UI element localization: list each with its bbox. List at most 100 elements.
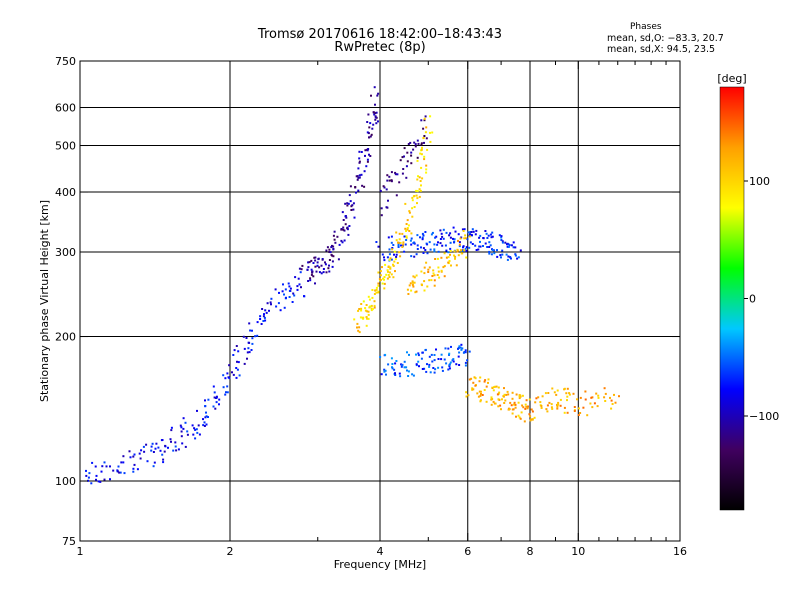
data-point xyxy=(422,137,425,139)
data-point xyxy=(453,254,455,257)
data-point xyxy=(423,289,426,292)
data-point xyxy=(405,236,408,239)
data-point xyxy=(277,302,280,305)
data-point xyxy=(463,249,466,252)
data-point xyxy=(389,267,392,270)
data-point xyxy=(412,148,415,151)
data-point xyxy=(433,279,436,282)
data-point xyxy=(489,244,492,247)
data-point xyxy=(274,288,277,291)
data-point xyxy=(460,348,463,351)
data-point xyxy=(426,243,429,246)
data-point xyxy=(243,362,246,365)
data-point xyxy=(557,403,560,406)
data-point xyxy=(361,184,364,187)
data-point xyxy=(307,280,310,282)
data-point xyxy=(366,160,369,163)
data-point xyxy=(457,233,460,236)
data-point xyxy=(398,238,401,241)
data-point xyxy=(346,202,349,205)
data-point xyxy=(539,401,542,404)
data-point xyxy=(343,239,346,242)
data-point xyxy=(366,121,369,123)
data-point xyxy=(348,225,351,227)
data-point xyxy=(226,391,229,394)
data-point xyxy=(245,337,248,339)
data-point xyxy=(388,248,391,251)
data-point xyxy=(613,393,615,396)
data-point xyxy=(463,237,466,240)
data-point xyxy=(478,380,481,383)
data-point xyxy=(294,276,297,279)
data-point xyxy=(398,181,401,184)
data-point xyxy=(358,160,361,163)
data-point xyxy=(152,451,155,453)
data-point xyxy=(391,366,393,369)
data-point xyxy=(449,232,452,235)
data-point xyxy=(517,256,520,259)
data-point xyxy=(488,250,491,253)
x-tick-label: 10 xyxy=(571,545,585,558)
data-point xyxy=(422,234,425,237)
data-point xyxy=(447,368,450,371)
data-point xyxy=(410,243,413,246)
data-point xyxy=(465,391,468,394)
data-point xyxy=(528,398,531,401)
data-point xyxy=(366,310,369,313)
data-point xyxy=(434,368,437,371)
data-point xyxy=(404,243,407,246)
data-point xyxy=(369,155,372,157)
data-point xyxy=(175,449,178,452)
data-point xyxy=(391,248,394,251)
data-point xyxy=(161,453,164,456)
data-point xyxy=(537,396,540,399)
data-point xyxy=(353,216,356,219)
data-point xyxy=(408,284,411,287)
data-point xyxy=(501,241,504,244)
y-tick-label: 750 xyxy=(55,55,76,68)
data-point xyxy=(184,421,187,424)
data-point xyxy=(412,242,415,244)
data-point xyxy=(174,445,177,448)
data-point xyxy=(490,403,493,406)
data-point xyxy=(432,367,435,369)
data-point xyxy=(403,147,406,150)
data-point xyxy=(366,149,369,152)
data-point xyxy=(423,272,426,275)
data-point xyxy=(342,219,345,221)
data-point xyxy=(196,409,198,412)
data-point xyxy=(307,261,310,264)
data-point xyxy=(373,86,376,89)
data-point xyxy=(521,404,524,407)
data-point xyxy=(434,258,437,260)
data-point xyxy=(411,199,414,202)
data-point xyxy=(375,111,378,114)
data-point xyxy=(307,266,310,269)
data-point xyxy=(555,393,558,396)
data-point xyxy=(385,188,388,191)
data-point xyxy=(448,352,451,355)
data-point xyxy=(353,318,356,321)
data-point xyxy=(393,368,396,371)
data-point xyxy=(369,135,372,138)
data-point xyxy=(492,249,495,252)
data-point xyxy=(439,229,442,232)
data-point xyxy=(440,353,443,356)
data-point xyxy=(389,257,392,260)
data-point xyxy=(597,396,600,399)
data-point xyxy=(420,357,423,360)
data-point xyxy=(395,239,398,242)
data-point xyxy=(491,249,494,251)
data-point xyxy=(390,273,393,276)
data-point xyxy=(191,424,194,427)
data-point xyxy=(349,185,352,188)
data-point xyxy=(509,401,512,404)
data-point xyxy=(383,368,386,371)
data-point xyxy=(500,256,502,259)
data-point xyxy=(441,369,444,372)
data-point xyxy=(423,119,426,122)
data-point xyxy=(233,349,236,352)
data-point xyxy=(441,244,444,247)
data-point xyxy=(550,403,553,406)
data-point xyxy=(596,405,599,408)
